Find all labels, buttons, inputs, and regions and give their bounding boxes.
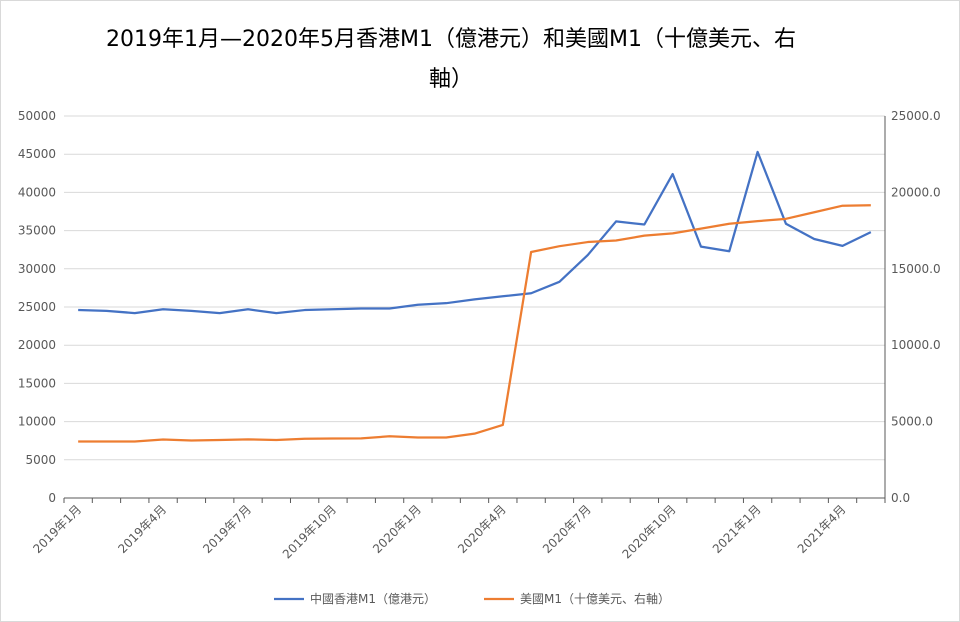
y-left-tick-label: 0 <box>48 491 56 505</box>
axes: 0 5000 10000 15000 20000 25000 30000 35000 40000… <box>18 109 941 561</box>
y-left-tick-label: 30000 <box>18 262 56 276</box>
x-tick-label: 2019年4月 <box>115 502 169 556</box>
y-right-tick-label: 20000.0 <box>891 185 941 199</box>
y-right-tick-label: 5000.0 <box>891 415 933 429</box>
y-left-tick-label: 50000 <box>18 109 56 123</box>
x-tick-label: 2021年4月 <box>795 502 849 556</box>
y-left-tick-label: 35000 <box>18 224 56 238</box>
x-tick-label: 2019年7月 <box>200 502 254 556</box>
y-left-tick-label: 45000 <box>18 147 56 161</box>
gridlines <box>64 115 885 461</box>
legend-label-0: 中國香港M1（億港元） <box>310 591 436 606</box>
y-left-tick-label: 15000 <box>18 376 56 390</box>
y-right-tick-label: 0.0 <box>891 491 910 505</box>
x-tick-label: 2020年4月 <box>455 502 509 556</box>
legend-label-1: 美國M1（十億美元、右軸） <box>520 591 670 606</box>
legend: 中國香港M1（億港元） 美國M1（十億美元、右軸） <box>274 591 670 606</box>
x-tick-label: 2019年1月 <box>30 502 84 556</box>
y-left-tick-label: 5000 <box>25 453 56 467</box>
series-lines <box>78 150 872 443</box>
y-right-tick-label: 10000.0 <box>891 338 941 352</box>
y-right-tick-label: 25000.0 <box>891 109 941 123</box>
chart-title-line2: 軸） <box>429 67 473 92</box>
y-right-tick-label: 15000.0 <box>891 262 941 276</box>
x-tick-label: 2020年10月 <box>620 502 679 561</box>
y-left-tick-label: 10000 <box>18 415 56 429</box>
x-tick-label: 2020年1月 <box>370 502 424 556</box>
x-tick-label: 2020年7月 <box>540 502 594 556</box>
y-left-tick-label: 40000 <box>18 185 56 199</box>
x-tick-label: 2019年10月 <box>280 502 339 561</box>
x-tick-label: 2021年1月 <box>710 502 764 556</box>
series-line-0 <box>78 150 872 315</box>
chart-title-line1: 2019年1月—2020年5月香港M1（億港元）和美國M1（十億美元、右 <box>106 27 796 52</box>
y-left-tick-label: 20000 <box>18 338 56 352</box>
y-left-tick-label: 25000 <box>18 300 56 314</box>
series-line-1 <box>78 204 871 443</box>
